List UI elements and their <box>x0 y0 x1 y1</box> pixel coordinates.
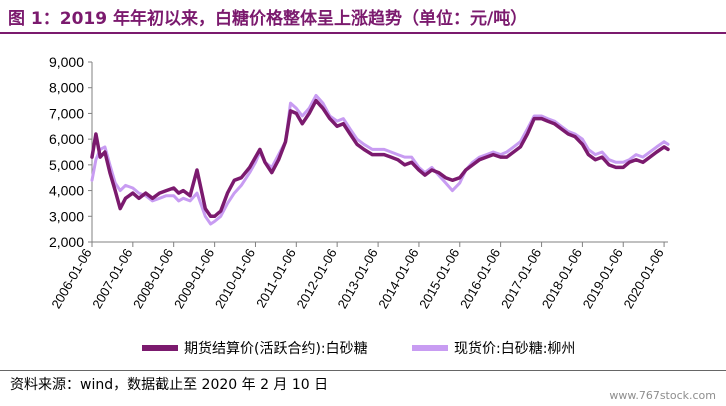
series-line-spot <box>90 93 670 226</box>
chart-title: 图 1：2019 年年初以来，白糖价格整体呈上涨趋势（单位：元/吨） <box>8 9 528 29</box>
legend-swatch-futures <box>142 345 178 351</box>
source-divider <box>0 370 726 371</box>
y-tick-label: 4,000 <box>49 183 84 199</box>
x-tick-label: 2019-01-06 <box>580 246 626 311</box>
x-tick-label: 2014-01-06 <box>375 246 421 311</box>
y-tick-label: 9,000 <box>49 54 84 70</box>
x-tick-label: 2008-01-06 <box>130 246 176 311</box>
x-tick-label: 2016-01-06 <box>457 246 503 311</box>
x-tick-label: 2007-01-06 <box>89 246 135 311</box>
y-tick-label: 6,000 <box>49 131 84 147</box>
y-tick-label: 5,000 <box>49 157 84 173</box>
y-tick-label: 7,000 <box>49 105 84 121</box>
x-tick-label: 2020-01-06 <box>620 246 666 311</box>
line-chart: 9,000 8,000 7,000 6,000 5,000 4,000 3,000 2,000… <box>48 54 670 311</box>
y-tick-label: 2,000 <box>49 234 84 250</box>
x-tick-label: 2017-01-06 <box>498 246 544 311</box>
legend-item-spot: 现货价:白砂糖:柳州 <box>412 338 575 358</box>
chart-legend: 期货结算价(活跃合约):白砂糖 现货价:白砂糖:柳州 <box>0 336 726 358</box>
source-note: 资料来源：wind，数据截止至 2020 年 2 月 10 日 <box>10 377 329 393</box>
x-tick-label: 2015-01-06 <box>416 246 462 311</box>
x-tick-label: 2009-01-06 <box>171 246 217 311</box>
x-tick-label: 2011-01-06 <box>253 246 299 310</box>
series-line-futures <box>90 98 670 219</box>
x-tick-label: 2010-01-06 <box>212 246 258 311</box>
watermark: www.767stock.com <box>609 389 716 402</box>
y-axis: 9,000 8,000 7,000 6,000 5,000 4,000 3,000 2,000 <box>49 54 93 250</box>
legend-swatch-spot <box>412 345 448 351</box>
x-tick-label: 2018-01-06 <box>539 246 585 311</box>
x-tick-label: 2013-01-06 <box>334 246 380 311</box>
y-tick-label: 3,000 <box>49 208 84 224</box>
legend-label-futures: 期货结算价(活跃合约):白砂糖 <box>184 341 368 357</box>
title-underline <box>0 32 726 34</box>
legend-item-futures: 期货结算价(活跃合约):白砂糖 <box>142 338 368 358</box>
x-axis: 2006-01-062007-01-062008-01-062009-01-06… <box>48 241 668 311</box>
legend-label-spot: 现货价:白砂糖:柳州 <box>454 341 576 357</box>
series-layer <box>90 93 670 226</box>
y-tick-label: 8,000 <box>49 80 84 96</box>
x-tick-label: 2012-01-06 <box>294 246 340 311</box>
x-tick-label: 2006-01-06 <box>48 246 94 311</box>
